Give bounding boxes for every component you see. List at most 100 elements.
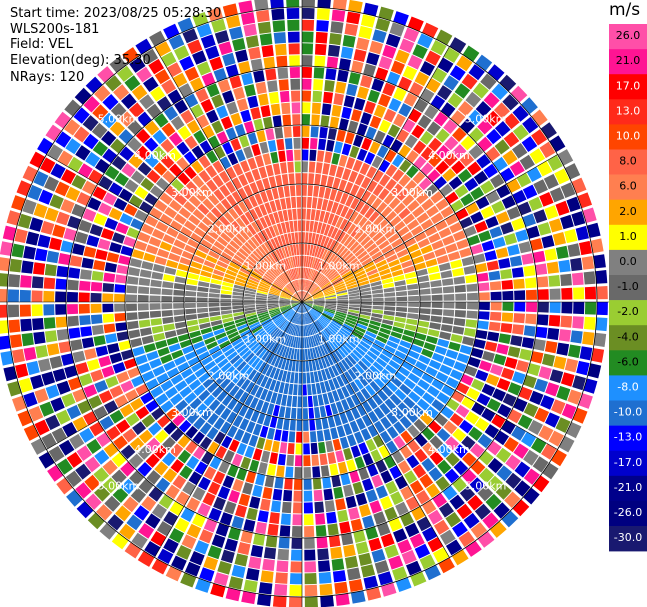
gate-cell bbox=[302, 0, 315, 8]
gate-cell bbox=[327, 325, 337, 335]
gate-cell bbox=[333, 486, 344, 499]
gate-cell bbox=[424, 104, 439, 120]
gate-cell bbox=[449, 37, 467, 54]
gate-cell bbox=[453, 276, 466, 285]
gate-cell bbox=[384, 228, 396, 239]
gate-cell bbox=[357, 232, 368, 243]
gate-cell bbox=[281, 394, 288, 406]
gate-cell bbox=[381, 368, 393, 380]
gate-cell bbox=[369, 320, 381, 327]
gate-cell bbox=[503, 131, 520, 148]
gate-cell bbox=[331, 365, 340, 377]
gate-cell bbox=[300, 302, 302, 313]
gate-cell bbox=[410, 344, 423, 354]
gate-cell bbox=[473, 253, 486, 264]
gate-cell bbox=[326, 56, 339, 69]
gate-cell bbox=[571, 177, 587, 194]
gate-cell bbox=[407, 439, 421, 453]
gate-cell bbox=[396, 296, 408, 302]
gate-cell bbox=[130, 487, 147, 503]
gate-cell bbox=[395, 291, 408, 297]
gate-cell bbox=[285, 371, 291, 383]
gate-cell bbox=[343, 323, 354, 331]
gate-cell bbox=[286, 323, 293, 334]
gate-cell bbox=[333, 414, 342, 427]
gate-cell bbox=[93, 467, 110, 483]
gate-cell bbox=[283, 321, 291, 332]
gate-cell bbox=[380, 470, 393, 484]
gate-cell bbox=[452, 267, 464, 277]
gate-cell bbox=[303, 408, 309, 420]
gate-cell bbox=[336, 292, 348, 297]
gate-cell bbox=[345, 555, 359, 569]
gate-cell bbox=[578, 393, 593, 409]
gate-cell bbox=[363, 261, 375, 270]
gate-cell bbox=[396, 306, 408, 312]
gate-cell bbox=[304, 514, 314, 526]
gate-cell bbox=[302, 173, 308, 185]
gate-cell bbox=[478, 230, 492, 242]
gate-cell bbox=[344, 131, 355, 145]
gate-cell bbox=[323, 250, 331, 261]
gate-cell bbox=[465, 411, 480, 425]
gate-cell bbox=[426, 205, 439, 218]
gate-cell bbox=[425, 50, 441, 66]
gate-cell bbox=[328, 324, 338, 333]
gate-cell bbox=[343, 221, 353, 233]
gate-cell bbox=[567, 389, 582, 405]
gate-cell bbox=[464, 365, 478, 377]
gate-cell bbox=[349, 299, 361, 302]
gate-cell bbox=[170, 393, 183, 406]
gate-cell bbox=[333, 258, 343, 269]
gate-cell bbox=[313, 272, 321, 283]
colorbar-tick: -1.0 bbox=[617, 280, 638, 293]
gate-cell bbox=[470, 522, 488, 539]
gate-cell bbox=[498, 333, 511, 344]
gate-cell bbox=[329, 33, 342, 46]
gate-cell bbox=[256, 437, 266, 450]
gate-cell bbox=[453, 361, 467, 373]
gate-cell bbox=[478, 282, 490, 292]
gate-cell bbox=[349, 210, 359, 223]
gate-cell bbox=[120, 444, 136, 460]
gate-cell bbox=[519, 348, 532, 361]
gate-cell bbox=[312, 291, 323, 298]
gate-cell bbox=[372, 29, 387, 44]
gate-cell bbox=[220, 407, 232, 420]
gate-cell bbox=[251, 357, 261, 369]
gate-cell bbox=[293, 302, 302, 310]
gate-cell bbox=[342, 273, 354, 281]
gate-cell bbox=[361, 257, 373, 266]
gate-cell bbox=[297, 302, 302, 313]
gate-cell bbox=[302, 302, 305, 313]
gate-cell bbox=[276, 465, 285, 478]
gate-cell bbox=[243, 579, 258, 593]
gate-cell bbox=[189, 397, 202, 410]
gate-cell bbox=[366, 327, 379, 335]
gate-cell bbox=[274, 477, 284, 489]
gate-cell bbox=[272, 488, 283, 501]
gate-cell bbox=[325, 267, 335, 277]
gate-cell bbox=[416, 326, 428, 335]
gate-cell bbox=[456, 382, 470, 395]
gate-cell bbox=[293, 324, 298, 336]
gate-cell bbox=[375, 485, 388, 499]
gate-cell bbox=[389, 465, 402, 479]
gate-cell bbox=[291, 324, 296, 336]
gate-cell bbox=[290, 407, 297, 419]
gate-cell bbox=[452, 428, 467, 442]
gate-cell bbox=[243, 366, 254, 378]
gate-cell bbox=[224, 501, 237, 515]
gate-cell bbox=[389, 22, 405, 37]
gate-cell bbox=[324, 266, 333, 276]
gate-cell bbox=[339, 521, 351, 534]
colorbar-tick: 2.0 bbox=[619, 205, 637, 218]
gate-cell bbox=[347, 287, 359, 292]
gate-cell bbox=[346, 459, 357, 472]
gate-cell bbox=[335, 593, 350, 606]
gate-cell bbox=[425, 78, 441, 93]
gate-cell bbox=[65, 470, 82, 488]
gate-cell bbox=[450, 259, 463, 269]
gate-cell bbox=[467, 292, 478, 301]
gate-cell bbox=[496, 447, 512, 463]
